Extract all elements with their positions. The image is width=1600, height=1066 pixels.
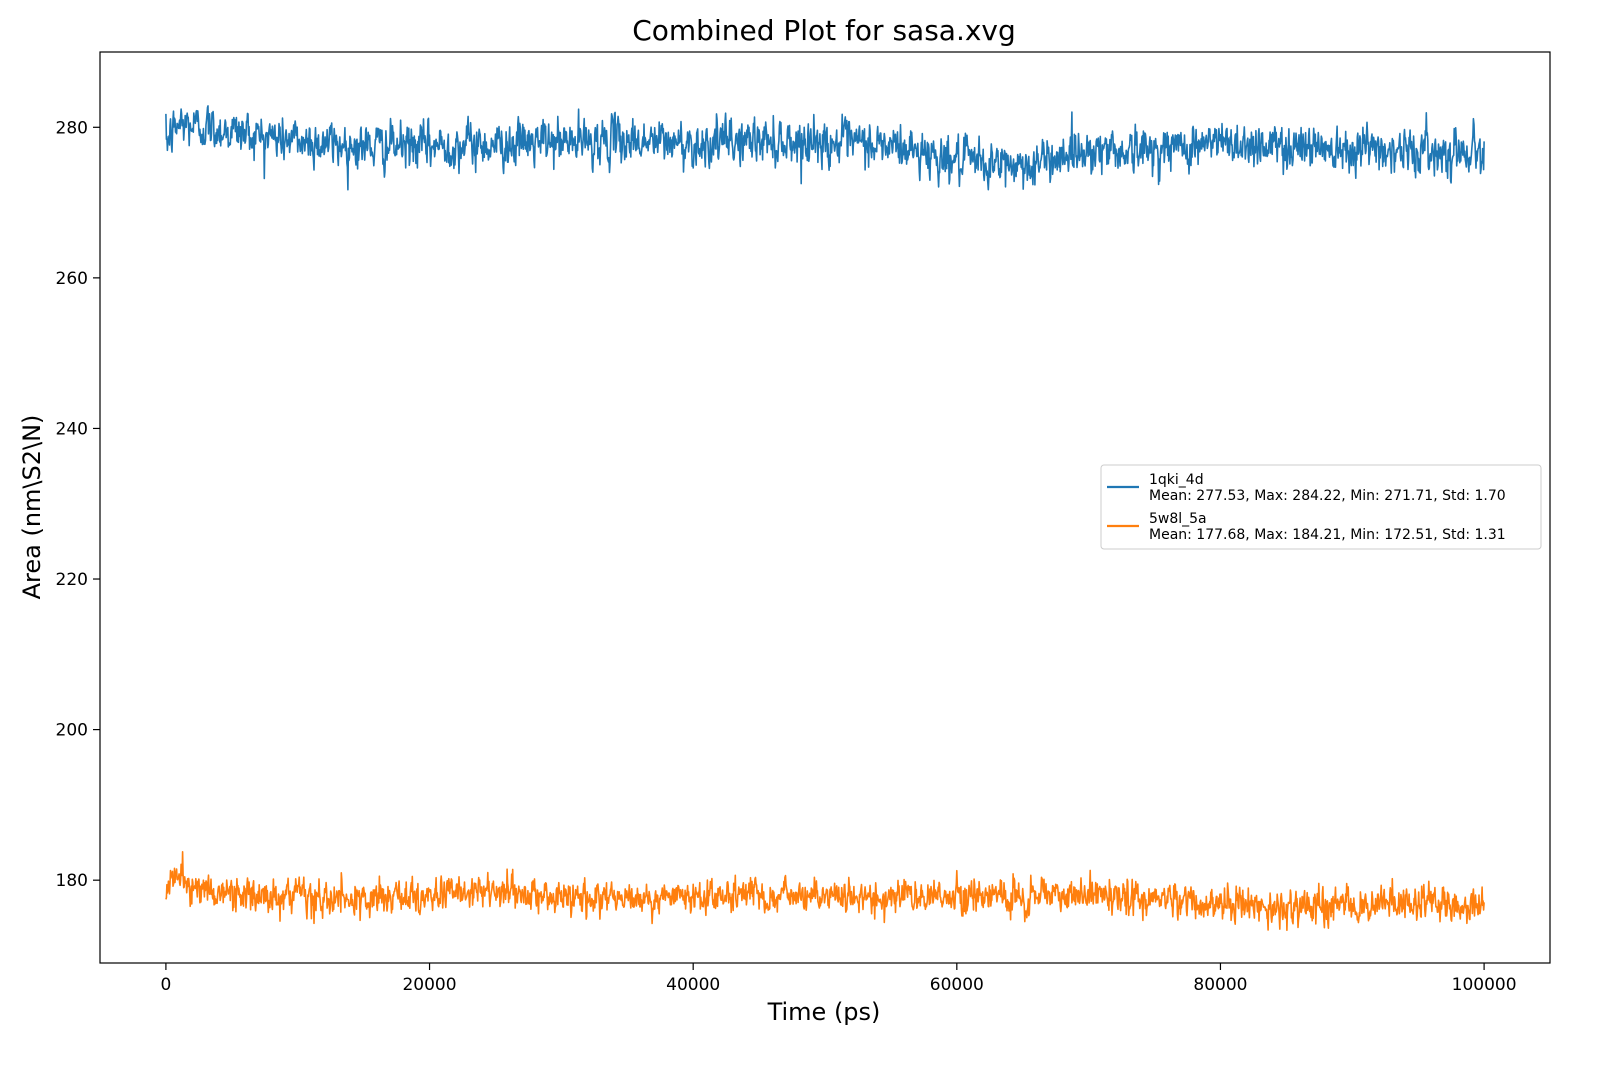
y-tick-label: 180: [56, 871, 88, 891]
series-line-5w8l_5a: [165, 850, 1485, 932]
y-tick-label: 240: [56, 419, 88, 439]
x-tick-label: 60000: [930, 975, 984, 995]
legend-series-name: 5w8l_5a: [1149, 511, 1207, 527]
x-axis-label: Time (ps): [767, 998, 881, 1026]
x-tick-label: 0: [160, 975, 171, 995]
series-line-1qki_4d: [165, 105, 1485, 191]
y-axis: 180 200 220 240 260 280: [56, 118, 100, 891]
y-tick-label: 280: [56, 118, 88, 138]
y-axis-label: Area (nm\S2\N): [18, 415, 46, 600]
legend-series-stats: Mean: 277.53, Max: 284.22, Min: 271.71, …: [1149, 488, 1506, 504]
y-tick-label: 220: [56, 570, 88, 590]
y-tick-label: 200: [56, 721, 88, 741]
chart-title: Combined Plot for sasa.xvg: [632, 14, 1016, 47]
x-tick-label: 80000: [1193, 975, 1247, 995]
plot-frame: [99, 51, 1551, 964]
legend-box: [1100, 464, 1542, 550]
y-tick-label: 260: [56, 269, 88, 289]
x-tick-label: 100000: [1452, 975, 1517, 995]
legend-series-stats: Mean: 177.68, Max: 184.21, Min: 172.51, …: [1149, 527, 1506, 543]
series-layer: [165, 105, 1485, 932]
x-axis: 0 20000 40000 60000 80000 100000: [160, 963, 1517, 995]
x-tick-label: 20000: [402, 975, 456, 995]
x-tick-label: 40000: [666, 975, 720, 995]
legend-series-name: 1qki_4d: [1149, 472, 1204, 488]
